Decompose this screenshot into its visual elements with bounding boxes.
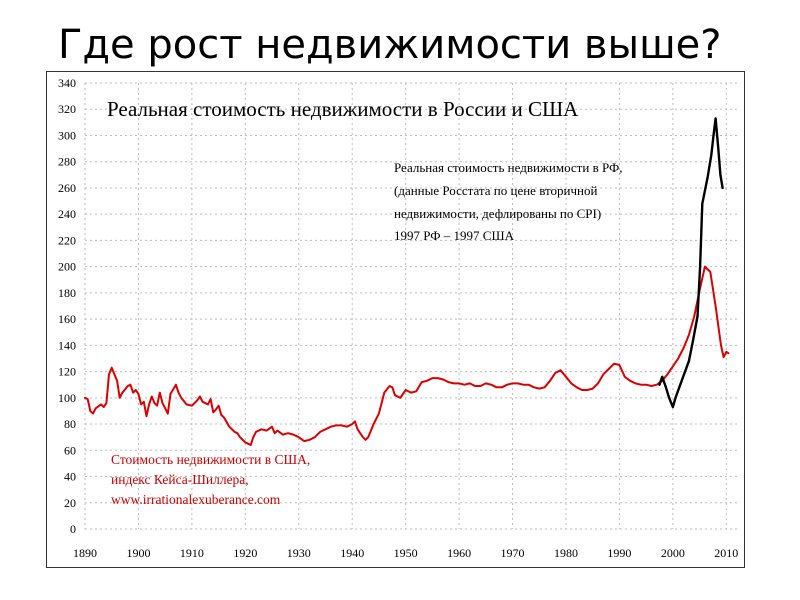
x-tick-label: 1990: [607, 546, 631, 560]
x-tick-label: 2010: [714, 546, 738, 560]
y-tick-label: 160: [58, 312, 76, 326]
russia-annotation-line: недвижимости, дефлированы по CPI): [394, 206, 601, 221]
series-lines: [84, 117, 730, 446]
y-tick-label: 200: [58, 260, 76, 274]
y-tick-label: 120: [58, 365, 76, 379]
y-tick-label: 20: [64, 496, 76, 510]
x-tick-label: 1940: [340, 546, 364, 560]
x-tick-label: 1960: [447, 546, 471, 560]
y-tick-label: 180: [58, 286, 76, 300]
chart-title: Реальная стоимость недвижимости в России…: [107, 97, 579, 121]
y-tick-label: 80: [64, 417, 76, 431]
grid-lines: [84, 82, 737, 530]
y-tick-label: 100: [58, 391, 76, 405]
y-tick-label: 40: [64, 470, 76, 484]
usa-annotation-line: www.irrationalexuberance.com: [111, 492, 281, 507]
usa-annotation-line: Стоимость недвижимости в США,: [111, 452, 310, 467]
y-tick-label: 280: [58, 155, 76, 169]
y-tick-label: 320: [58, 102, 76, 116]
y-tick-label: 0: [70, 522, 76, 536]
chart-frame: 0 20 40 60 80 100 120 140 160 180 200 220 240 260 280 3…: [46, 71, 745, 568]
x-tick-label: 2000: [661, 546, 685, 560]
y-tick-label: 60: [64, 443, 76, 457]
real-estate-chart: 0 20 40 60 80 100 120 140 160 180 200 220 240 260 280 3…: [58, 76, 738, 560]
x-tick-label: 1930: [287, 546, 311, 560]
x-tick-label: 1900: [126, 546, 150, 560]
slide-title: Где рост недвижимости выше?: [58, 22, 722, 68]
russia-annotation-line: Реальная стоимость недвижимости в РФ,: [394, 160, 623, 175]
x-axis-ticks: 1890 1900 1910 1920 1930 1940 1950 1960 1970 1980…: [73, 546, 738, 560]
y-tick-label: 260: [58, 181, 76, 195]
x-tick-label: 1950: [394, 546, 418, 560]
russia-annotation-line: 1997 РФ – 1997 США: [394, 228, 515, 243]
y-axis-ticks: 0 20 40 60 80 100 120 140 160 180 200 220 240 260 280 3…: [58, 76, 76, 536]
y-tick-label: 140: [58, 338, 76, 352]
russia-series-annotation: Реальная стоимость недвижимости в РФ, (д…: [394, 160, 623, 243]
russia-real-estate-line: [658, 117, 724, 409]
y-tick-label: 240: [58, 207, 76, 221]
x-tick-label: 1890: [73, 546, 97, 560]
y-tick-label: 300: [58, 128, 76, 142]
usa-annotation-line: индекс Кейса-Шиллера,: [111, 472, 249, 487]
x-tick-label: 1920: [233, 546, 257, 560]
x-tick-label: 1980: [554, 546, 578, 560]
usa-series-annotation: Стоимость недвижимости в США, индекс Кей…: [111, 452, 310, 507]
y-tick-label: 220: [58, 233, 76, 247]
x-tick-label: 1970: [501, 546, 525, 560]
russia-annotation-line: (данные Росстата по цене вторичной: [394, 183, 597, 198]
usa-case-shiller-line: [84, 265, 730, 446]
x-tick-label: 1910: [180, 546, 204, 560]
y-tick-label: 340: [58, 76, 76, 90]
